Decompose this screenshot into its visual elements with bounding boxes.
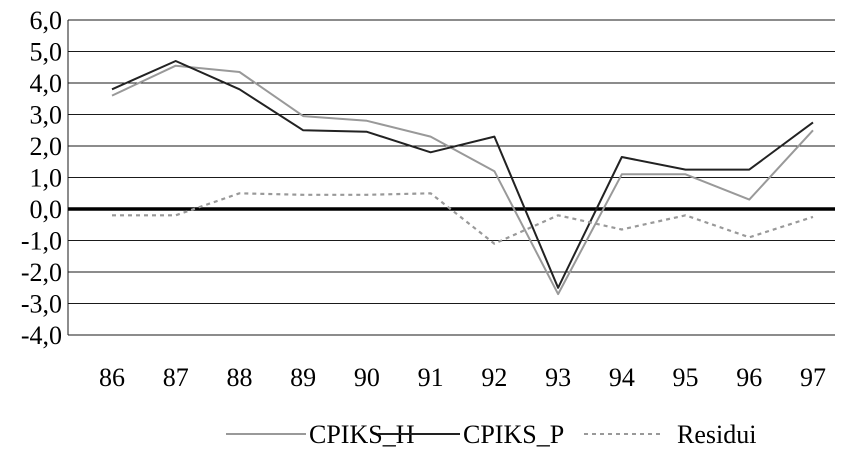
- y-tick-label: 3,0: [30, 101, 63, 130]
- x-tick-label: 97: [800, 363, 826, 392]
- series-line-residui: [112, 192, 814, 245]
- series-line-cpiks-h: [111, 64, 814, 296]
- x-tick-label: 92: [481, 363, 507, 392]
- y-tick-label: -2,0: [21, 258, 62, 287]
- x-tick-label: 90: [354, 363, 380, 392]
- series-lines: [111, 60, 814, 296]
- x-tick-label: 88: [226, 363, 252, 392]
- x-axis-ticks: 86 87 88 89 90 91 92 93 94 95 96 97: [99, 363, 826, 392]
- y-tick-label: -4,0: [21, 321, 62, 350]
- y-tick-label: 0,0: [30, 195, 63, 224]
- x-tick-label: 94: [609, 363, 635, 392]
- y-tick-label: 6,0: [30, 6, 63, 35]
- x-tick-label: 93: [545, 363, 571, 392]
- y-tick-label: -1,0: [21, 227, 62, 256]
- y-tick-label: 1,0: [30, 164, 63, 193]
- y-tick-label: 2,0: [30, 132, 63, 161]
- legend-label: Residui: [677, 420, 756, 449]
- legend-label: CPIKS_P: [463, 420, 564, 449]
- x-tick-label: 87: [163, 363, 189, 392]
- gridlines: [67, 19, 835, 336]
- y-tick-label: -3,0: [21, 290, 62, 319]
- x-tick-label: 95: [673, 363, 699, 392]
- x-tick-label: 91: [418, 363, 444, 392]
- x-tick-label: 96: [736, 363, 762, 392]
- y-tick-label: 5,0: [30, 38, 63, 67]
- legend: CPIKS_H CPIKS_P Residui: [226, 420, 756, 449]
- y-tick-label: 4,0: [30, 69, 63, 98]
- series-line-cpiks-p: [111, 60, 814, 289]
- x-tick-label: 89: [290, 363, 316, 392]
- y-axis-ticks: -4,0-3,0 -2,0-1,0 0,01,0 2,03,0 4,05,0 6,0: [21, 6, 62, 350]
- x-tick-label: 86: [99, 363, 125, 392]
